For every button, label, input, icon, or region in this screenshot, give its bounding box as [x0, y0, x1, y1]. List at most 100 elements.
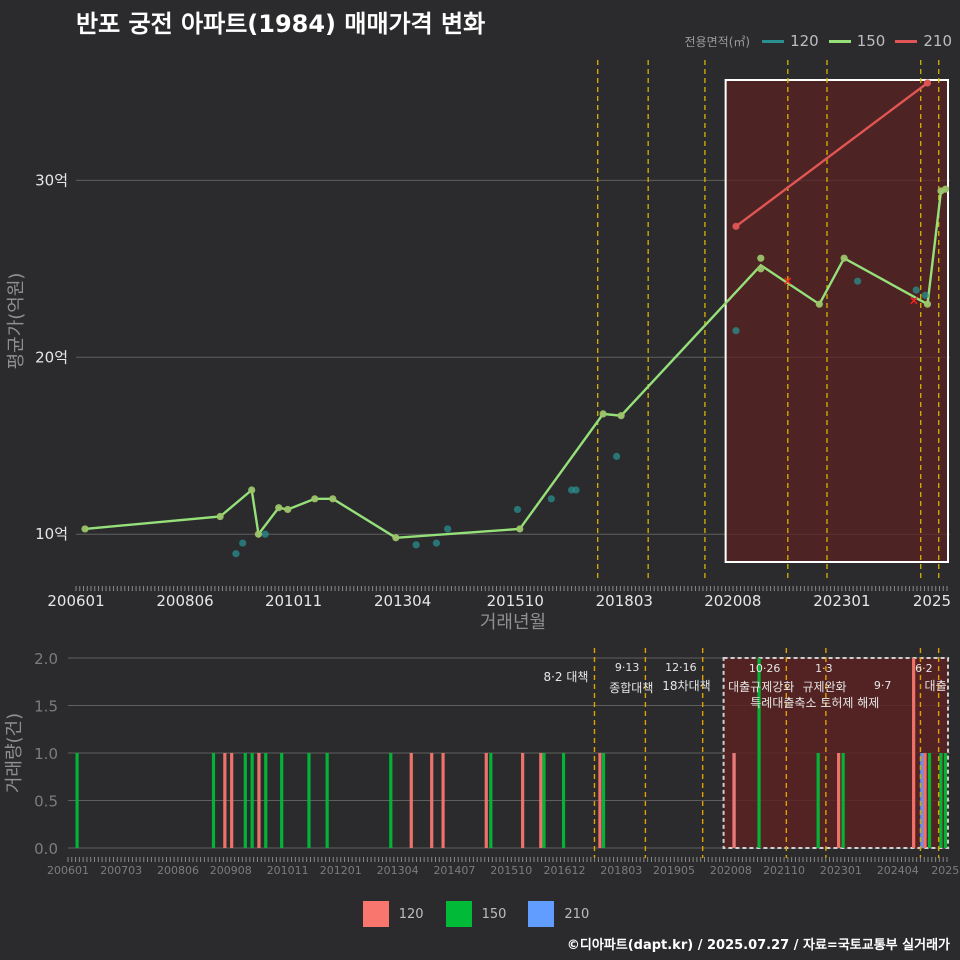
legend-key-150 [828, 39, 851, 43]
volume-xtick-label: 201201 [320, 864, 362, 877]
legend-label-120: 120 [790, 32, 819, 50]
legend-title: 전용면적(㎡) [684, 34, 751, 49]
price-xtick-label: 200806 [156, 592, 213, 610]
price-xtick-label: 202301 [813, 592, 870, 610]
vol-legend-label-210: 210 [564, 906, 590, 922]
series-line-150 [84, 188, 946, 540]
volume-xtick-label: 202110 [763, 864, 805, 877]
data-point-120 [613, 452, 621, 460]
series-line-210 [735, 82, 929, 228]
data-point-120 [432, 539, 441, 547]
price-xtick-label: 2025 [913, 592, 951, 610]
policy-label: 8·2 대책 [543, 669, 588, 684]
data-point-210 [923, 79, 932, 87]
price-ytick-label: 10억 [35, 525, 68, 543]
legend-key-210 [895, 39, 918, 43]
data-point-150 [284, 505, 292, 514]
policy-label-date: 12·16 [665, 661, 697, 674]
data-point-150 [392, 534, 400, 542]
data-point-150 [757, 254, 765, 262]
data-point-210 [732, 222, 740, 230]
data-point-150 [617, 412, 625, 420]
policy-label-name: 특례대출축소 토허제 해제 [750, 696, 879, 710]
volume-bar-120 [409, 753, 413, 848]
data-point-150 [254, 530, 263, 538]
volume-ytick-label: 1.5 [34, 698, 58, 716]
legend-label-210: 210 [923, 32, 952, 50]
volume-ytick-label: 1.0 [34, 745, 58, 763]
data-point-120 [412, 541, 420, 549]
policy-label-name: 대출 [925, 679, 947, 693]
price-xtick-label: 201011 [265, 592, 322, 610]
volume-bar-120 [257, 753, 261, 848]
legend-swatch-150 [445, 901, 472, 927]
volume-xtick-label: 201803 [600, 864, 642, 877]
price-ytick-label: 20억 [35, 348, 68, 366]
area-legend: 전용면적(㎡) 120 150 210 [685, 30, 952, 52]
volume-bar-150 [325, 753, 329, 848]
chart-title: 반포 궁전 아파트(1984) 매매가격 변화 [76, 10, 486, 38]
data-point-150 [275, 504, 283, 512]
volume-bar-150 [489, 753, 493, 848]
volume-bar-120 [598, 753, 602, 848]
volume-bar-150 [307, 753, 311, 848]
data-point-150 [248, 486, 256, 494]
data-point-150 [941, 185, 950, 193]
price-xtick-label: 202008 [704, 592, 761, 610]
volume-bar-150 [816, 753, 820, 848]
policy-label-date: 1·3 [815, 662, 833, 675]
volume-xtick-label: 201304 [377, 864, 419, 877]
data-point-120 [239, 539, 247, 547]
policy-label-date: 6·2 [915, 662, 933, 675]
volume-bar-120 [430, 753, 434, 848]
volume-bar-120 [521, 753, 525, 848]
outlier-marker: × [909, 294, 919, 308]
volume-bar-150 [264, 753, 268, 848]
recent-period-highlight [724, 79, 950, 563]
data-point-120 [232, 550, 240, 558]
data-point-120 [732, 327, 740, 335]
data-point-120 [444, 525, 452, 533]
data-point-120 [921, 291, 929, 299]
legend-swatch-120 [362, 901, 389, 927]
volume-xtick-label: 201612 [543, 864, 585, 877]
price-xtick-label: 201510 [487, 592, 544, 610]
data-point-150 [840, 254, 848, 262]
policy-label-date: 9·13 [615, 661, 640, 674]
outlier-marker: × [783, 274, 793, 288]
data-point-150 [923, 300, 932, 308]
volume-xtick-label: 200601 [47, 864, 89, 877]
volume-bar-120 [732, 753, 736, 848]
volume-bar-150 [211, 753, 216, 848]
data-point-150 [757, 265, 765, 273]
volume-bar-150 [927, 753, 932, 848]
volume-xtick-label: 200703 [100, 864, 142, 877]
policy-label-date-97: 9·7 [874, 679, 892, 692]
volume-bar-150 [757, 658, 761, 848]
data-point-150 [216, 512, 224, 521]
policy-label-name: 종합대책 [609, 680, 653, 695]
policy-label-name: 18차대책 [662, 678, 710, 693]
volume-bar-150 [561, 753, 566, 848]
volume-xtick-label: 200908 [210, 864, 252, 877]
data-point-150 [815, 300, 823, 308]
volume-bar-120 [923, 753, 927, 848]
volume-bar-150 [389, 753, 393, 848]
volume-ytick-label: 0.0 [34, 840, 58, 858]
policy-label-name: 대출규제강화 [728, 680, 794, 694]
price-y-axis-title: 평균가(억원) [6, 273, 27, 370]
legend-label-150: 150 [856, 32, 886, 50]
data-point-120 [854, 277, 862, 285]
volume-bar-150 [601, 753, 606, 848]
volume-bar-150 [939, 753, 943, 848]
price-ytick-label: 30억 [35, 171, 68, 189]
volume-xtick-label: 200806 [157, 864, 199, 877]
price-xtick-label: 200601 [47, 592, 104, 610]
volume-y-axis-title: 거래량(건) [4, 713, 25, 793]
price-xtick-label: 201803 [596, 592, 653, 610]
volume-xtick-label: 201407 [433, 864, 475, 877]
data-point-150 [329, 495, 337, 503]
price-xtick-label: 201304 [374, 592, 431, 610]
data-point-120 [912, 286, 920, 294]
volume-bar-150 [943, 753, 948, 848]
